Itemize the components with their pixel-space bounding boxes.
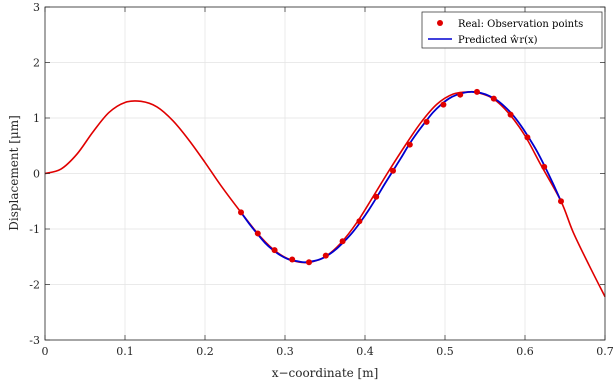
observation-point <box>558 198 564 205</box>
observation-point <box>238 209 244 216</box>
observation-markers <box>238 88 564 266</box>
x-axis-label: x−coordinate [m] <box>272 366 379 380</box>
observation-point <box>457 91 464 98</box>
observation-point <box>271 247 278 254</box>
observation-point <box>490 95 497 102</box>
x-tick-label: 0.7 <box>596 345 614 358</box>
observation-point <box>254 230 261 237</box>
observation-point <box>306 259 312 266</box>
observation-point <box>423 118 430 125</box>
y-axis-ticks: -3 -2 -1 0 1 2 3 <box>29 1 605 347</box>
observation-point <box>524 134 531 141</box>
legend-marker-observation <box>437 20 443 26</box>
x-tick-label: 0.1 <box>116 345 134 358</box>
observation-point <box>390 167 396 174</box>
observation-point <box>289 256 296 263</box>
legend-label-observation: Real: Observation points <box>458 19 583 30</box>
y-tick-label: 0 <box>33 168 40 181</box>
x-axis-ticks: 0 0.1 0.2 0.3 0.4 0.5 0.6 0.7 <box>42 7 614 358</box>
x-tick-label: 0 <box>42 345 49 358</box>
observation-point <box>474 88 480 95</box>
legend: Real: Observation points Predicted ŵr(x) <box>421 11 603 49</box>
observation-point <box>322 252 329 259</box>
observation-point <box>406 141 413 148</box>
x-tick-label: 0.2 <box>196 345 214 358</box>
observation-point <box>373 193 380 200</box>
observation-point <box>440 101 447 108</box>
y-tick-label: -3 <box>29 334 40 347</box>
observation-point <box>507 111 514 118</box>
x-tick-label: 0.3 <box>276 345 294 358</box>
x-tick-label: 0.5 <box>436 345 454 358</box>
observation-point <box>541 163 548 170</box>
y-tick-label: 1 <box>33 112 40 125</box>
y-axis-label: Displacement [μm] <box>7 115 21 231</box>
legend-label-predicted: Predicted ŵr(x) <box>458 35 538 46</box>
x-tick-label: 0.6 <box>516 345 534 358</box>
y-tick-label: -1 <box>29 223 40 236</box>
x-tick-label: 0.4 <box>356 345 374 358</box>
observation-point <box>356 218 363 225</box>
y-tick-label: 2 <box>33 57 40 70</box>
y-tick-label: 3 <box>33 1 40 14</box>
y-tick-label: -2 <box>29 279 40 292</box>
observation-point <box>339 238 346 245</box>
legend-box <box>421 11 603 49</box>
